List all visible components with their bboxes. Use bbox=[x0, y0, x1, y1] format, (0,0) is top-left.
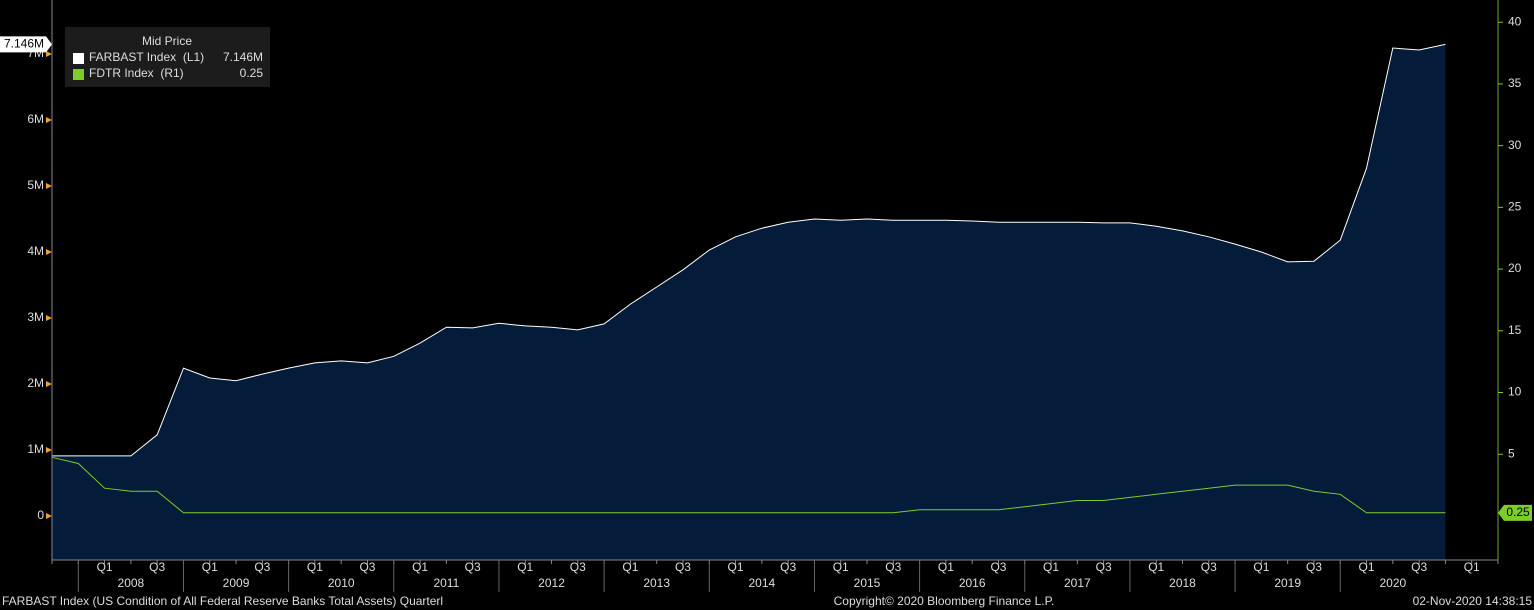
legend-label: FDTR Index (R1) bbox=[89, 66, 184, 80]
x-tick-label: Q3 bbox=[570, 560, 586, 574]
y-tick-mark bbox=[46, 182, 52, 189]
x-tick-label: Q1 bbox=[1148, 560, 1164, 574]
legend-value: 0.25 bbox=[240, 66, 264, 80]
x-tick-label: Q3 bbox=[780, 560, 796, 574]
x-tick-label: Q1 bbox=[97, 560, 113, 574]
x-tick-label: Q1 bbox=[938, 560, 954, 574]
x-tick-label: Q3 bbox=[1201, 560, 1217, 574]
legend-value: 7.146M bbox=[223, 50, 263, 64]
legend-title: Mid Price bbox=[142, 34, 192, 48]
y-tick-label: 5M bbox=[27, 178, 44, 192]
x-tick-label: Q3 bbox=[359, 560, 375, 574]
y-tick-mark bbox=[46, 512, 52, 519]
x-tick-label: Q3 bbox=[465, 560, 481, 574]
y-tick-label: 6M bbox=[27, 112, 44, 126]
year-label: 2010 bbox=[328, 576, 355, 590]
x-tick-label: Q1 bbox=[307, 560, 323, 574]
footer-left: FARBAST Index (US Condition of All Feder… bbox=[2, 594, 443, 608]
y-tick-mark bbox=[46, 116, 52, 123]
x-tick-label: Q3 bbox=[885, 560, 901, 574]
year-label: 2012 bbox=[538, 576, 565, 590]
footer-center: Copyright© 2020 Bloomberg Finance L.P. bbox=[834, 594, 1055, 608]
x-tick-label: Q3 bbox=[1306, 560, 1322, 574]
last-value-badge bbox=[1498, 504, 1532, 521]
y-tick-label: 2M bbox=[27, 376, 44, 390]
y2-tick-label: 30 bbox=[1508, 138, 1522, 152]
x-tick-label: Q1 bbox=[517, 560, 533, 574]
legend-swatch bbox=[73, 53, 84, 64]
x-tick-label: Q3 bbox=[1096, 560, 1112, 574]
y-tick-label: 1M bbox=[27, 442, 44, 456]
last-value-label: 7.146M bbox=[4, 37, 44, 51]
year-label: 2014 bbox=[749, 576, 776, 590]
y2-tick-label: 20 bbox=[1508, 261, 1522, 275]
legend-label: FARBAST Index (L1) bbox=[89, 50, 204, 64]
year-label: 2009 bbox=[223, 576, 250, 590]
x-tick-label: Q1 bbox=[1359, 560, 1375, 574]
y-tick-mark bbox=[46, 314, 52, 321]
series-line bbox=[51, 456, 1446, 514]
year-label: 2019 bbox=[1274, 576, 1301, 590]
year-label: 2020 bbox=[1379, 576, 1406, 590]
last-value-badge bbox=[0, 36, 52, 53]
legend-box bbox=[65, 27, 270, 87]
series-line bbox=[52, 43, 1446, 457]
x-tick-label: Q1 bbox=[1464, 560, 1480, 574]
y-tick-mark bbox=[46, 380, 52, 387]
x-tick-label: Q3 bbox=[990, 560, 1006, 574]
x-tick-label: Q1 bbox=[622, 560, 638, 574]
legend-swatch bbox=[73, 69, 84, 80]
y-tick-label: 3M bbox=[27, 310, 44, 324]
year-label: 2015 bbox=[854, 576, 881, 590]
x-tick-label: Q1 bbox=[412, 560, 428, 574]
footer-right: 02-Nov-2020 14:38:15 bbox=[1413, 594, 1533, 608]
y-tick-mark bbox=[46, 50, 52, 57]
year-label: 2016 bbox=[959, 576, 986, 590]
y2-tick-label: 5 bbox=[1508, 446, 1515, 460]
year-label: 2018 bbox=[1169, 576, 1196, 590]
x-tick-label: Q3 bbox=[254, 560, 270, 574]
x-tick-label: Q3 bbox=[149, 560, 165, 574]
x-tick-label: Q1 bbox=[833, 560, 849, 574]
y-tick-label: 0 bbox=[37, 508, 44, 522]
x-tick-label: Q1 bbox=[1253, 560, 1269, 574]
y2-tick-label: 25 bbox=[1508, 200, 1522, 214]
y2-tick-label: 10 bbox=[1508, 385, 1522, 399]
year-label: 2008 bbox=[118, 576, 145, 590]
x-tick-label: Q1 bbox=[728, 560, 744, 574]
year-label: 2017 bbox=[1064, 576, 1091, 590]
y-tick-label: 4M bbox=[27, 244, 44, 258]
year-label: 2011 bbox=[433, 576, 459, 590]
y-tick-mark bbox=[46, 446, 52, 453]
y2-tick-label: 35 bbox=[1508, 76, 1522, 90]
y2-tick-label: 40 bbox=[1508, 14, 1522, 28]
y-tick-mark bbox=[46, 248, 52, 255]
area bbox=[52, 44, 1446, 560]
x-tick-label: Q3 bbox=[1411, 560, 1427, 574]
x-tick-label: Q3 bbox=[675, 560, 691, 574]
x-tick-label: Q1 bbox=[1043, 560, 1059, 574]
x-tick-label: Q1 bbox=[202, 560, 218, 574]
last-value-label: 0.25 bbox=[1506, 505, 1530, 519]
year-label: 2013 bbox=[643, 576, 670, 590]
y2-tick-label: 15 bbox=[1508, 323, 1522, 337]
